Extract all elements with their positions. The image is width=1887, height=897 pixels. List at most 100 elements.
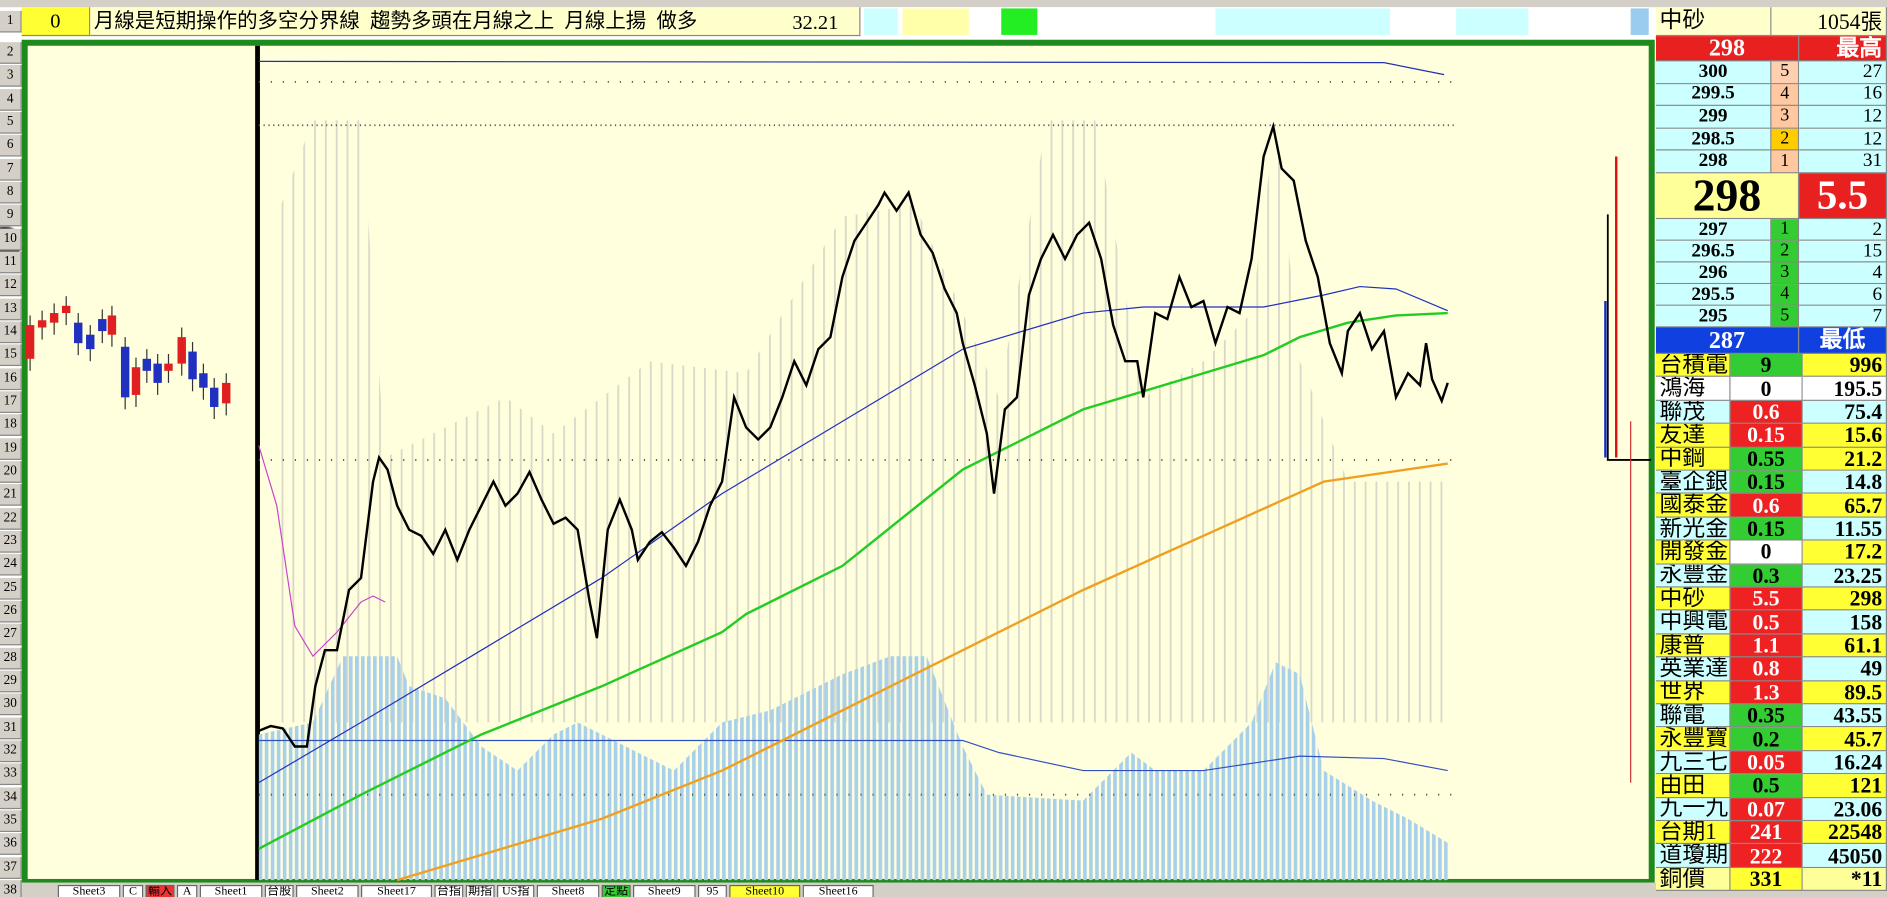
- sheet-tab[interactable]: 輸入: [145, 884, 175, 897]
- watch-price: 65.7: [1802, 494, 1887, 518]
- watch-change: 222: [1730, 844, 1803, 868]
- upper-line: [258, 60, 1445, 76]
- row-number: 20: [0, 461, 22, 483]
- row-number: 11: [0, 251, 22, 274]
- bid-level: 2: [1771, 240, 1800, 263]
- ask-level: 3: [1771, 106, 1800, 129]
- sheet-tab[interactable]: US指: [497, 884, 535, 897]
- sheet-tab[interactable]: Sheet1: [199, 884, 263, 897]
- candle-body: [120, 346, 130, 398]
- watch-change: 0.55: [1730, 447, 1803, 471]
- watch-change: 0.15: [1730, 517, 1803, 541]
- watch-name: 康普: [1655, 634, 1731, 658]
- watch-name: 鴻海: [1655, 377, 1731, 401]
- watch-name: 聯茂: [1655, 400, 1731, 425]
- sheet-tab[interactable]: A: [176, 884, 198, 897]
- sheet-tab[interactable]: Sheet3: [57, 884, 121, 897]
- volume-bars: [258, 656, 1448, 881]
- low: 287: [1655, 327, 1800, 354]
- candle-body: [61, 305, 71, 314]
- row-number: 6: [0, 135, 22, 157]
- watch-change: 0.8: [1730, 657, 1803, 681]
- candle-body: [107, 315, 117, 335]
- row-number: 29: [0, 670, 22, 693]
- ask-level: 4: [1771, 83, 1800, 107]
- watch-change: 0.07: [1730, 797, 1803, 822]
- watch-change: 0.35: [1730, 704, 1803, 728]
- watch-name: 國泰金: [1655, 494, 1731, 518]
- watch-price: 23.06: [1802, 797, 1887, 822]
- sheet-tab[interactable]: 95: [697, 884, 727, 897]
- row-number: 8: [0, 181, 22, 204]
- sheet-tab[interactable]: 台股: [264, 884, 294, 897]
- high-label: 最高: [1799, 36, 1887, 62]
- bid-size: 4: [1799, 262, 1887, 285]
- watch-change: 0.3: [1730, 564, 1803, 588]
- sheet-tab[interactable]: Sheet16: [802, 884, 874, 897]
- ask-price: 298.5: [1655, 128, 1772, 151]
- watch-name: 台積電: [1655, 353, 1731, 378]
- candle-body: [164, 363, 173, 371]
- watch-change: 331: [1730, 867, 1803, 892]
- candle-body: [49, 313, 59, 323]
- watch-name: 由田: [1655, 774, 1731, 798]
- sheet-tab[interactable]: Sheet8: [536, 884, 600, 897]
- watch-price: 298: [1802, 587, 1887, 611]
- watch-change: 0.5: [1730, 774, 1803, 798]
- row-number: 5: [0, 111, 22, 134]
- cell: [1456, 8, 1529, 35]
- watch-name: 開發金: [1655, 540, 1731, 565]
- sheet-tab[interactable]: Sheet2: [296, 884, 359, 897]
- watch-change: 241: [1730, 821, 1803, 845]
- row-number: 24: [0, 554, 22, 576]
- row-number: 30: [0, 693, 22, 716]
- watch-change: 0.5: [1730, 610, 1803, 635]
- watch-name: 英業達: [1655, 657, 1731, 681]
- sheet-tab[interactable]: 定點: [601, 884, 631, 897]
- quarter-average: [258, 311, 1448, 850]
- sheet-tab[interactable]: 期指: [465, 884, 495, 897]
- sheet-tab[interactable]: Sheet9: [633, 884, 696, 897]
- row-number: 32: [0, 740, 22, 763]
- ask-size: 16: [1799, 83, 1887, 107]
- row-number: 35: [0, 810, 22, 832]
- long-average: [396, 462, 1448, 882]
- watch-name: 永豐金: [1655, 564, 1731, 588]
- volume-average: [258, 739, 1448, 772]
- watch-change: 1.3: [1730, 680, 1803, 705]
- bid-price: 296.5: [1655, 240, 1772, 263]
- watch-name: 中興電: [1655, 610, 1731, 635]
- bracket: [1606, 214, 1652, 461]
- watch-name: 永豐寶: [1655, 727, 1731, 752]
- watch-change: 0.15: [1730, 424, 1803, 448]
- sheet-tab[interactable]: 台指: [434, 884, 464, 897]
- watch-price: 195.5: [1802, 377, 1887, 401]
- watch-change: 0.05: [1730, 751, 1803, 775]
- watch-change: 0.15: [1730, 470, 1803, 495]
- sheet-tab[interactable]: Sheet17: [361, 884, 433, 897]
- row-number: 10: [0, 228, 22, 250]
- ask-size: 12: [1799, 128, 1887, 151]
- volume: 1054張: [1771, 7, 1887, 37]
- bid-level: 5: [1771, 305, 1800, 328]
- sheet-tab[interactable]: Sheet10: [729, 884, 801, 897]
- ask-level: 2: [1771, 128, 1800, 151]
- row-number: 7: [0, 158, 22, 181]
- watch-price: 121: [1802, 774, 1887, 798]
- watch-name: 世界: [1655, 680, 1731, 705]
- watch-price: 45.7: [1802, 727, 1887, 752]
- watch-name: 台期1: [1655, 821, 1731, 845]
- indicator-line: [258, 445, 386, 658]
- candle-body: [131, 367, 141, 395]
- ask-price: 299.5: [1655, 83, 1772, 107]
- ask-level: 5: [1771, 61, 1800, 84]
- ask-price: 298: [1655, 150, 1772, 174]
- ask-size: 27: [1799, 61, 1887, 84]
- row-number: 38: [0, 879, 22, 897]
- low-label: 最低: [1799, 327, 1887, 354]
- watch-change: 0: [1730, 540, 1803, 565]
- candle-body: [222, 382, 231, 404]
- row-number: 17: [0, 391, 22, 413]
- watch-name: 九一九: [1655, 797, 1731, 822]
- sheet-tab[interactable]: C: [122, 884, 144, 897]
